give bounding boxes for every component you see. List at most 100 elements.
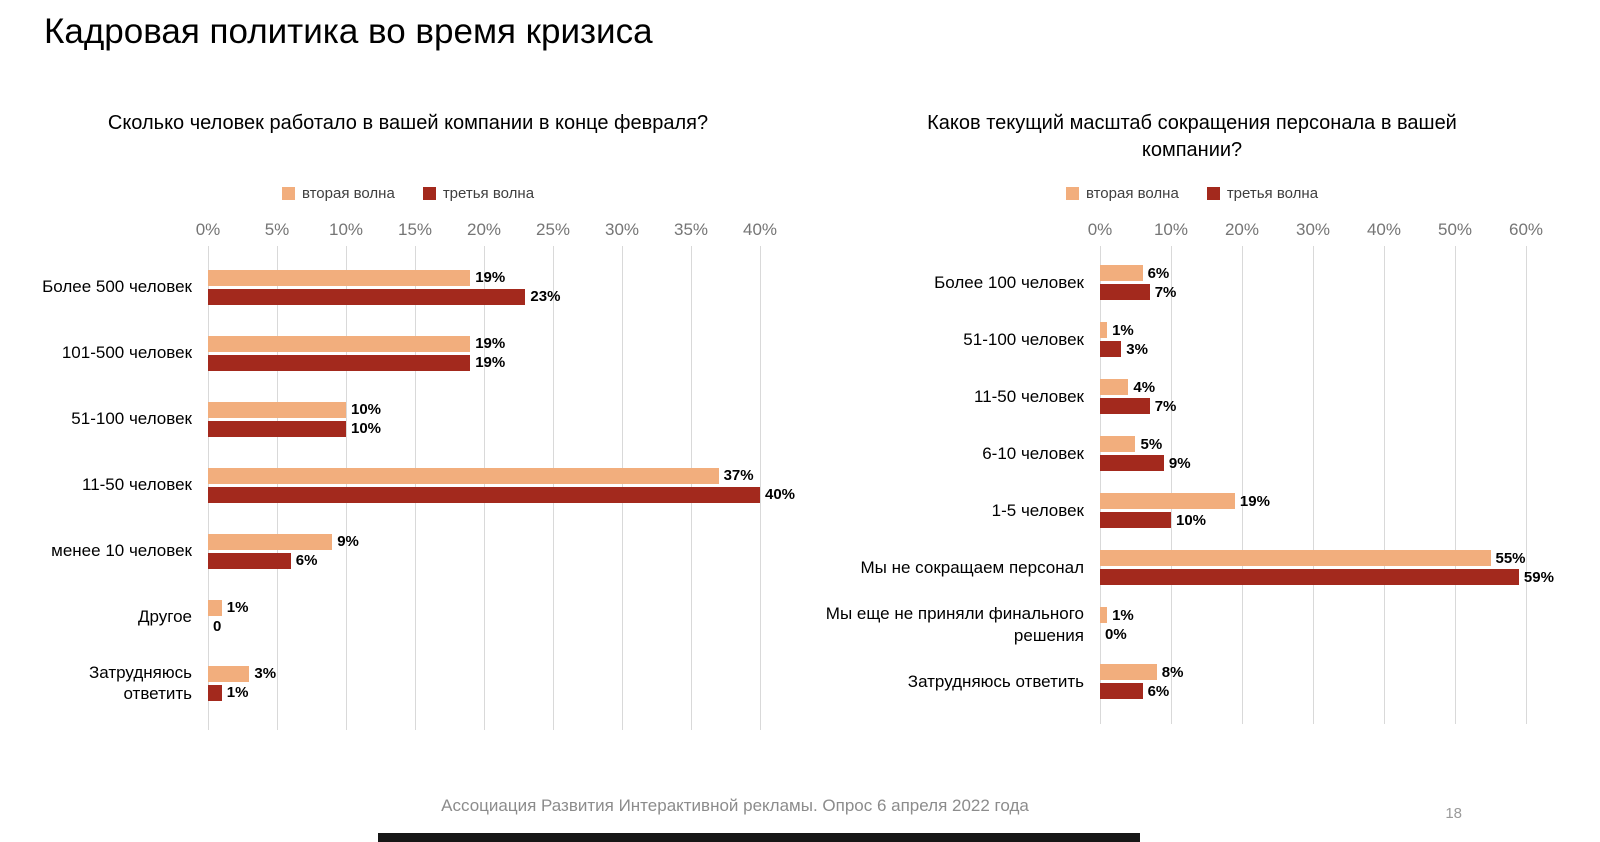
bar-group: 19% 23% <box>208 254 760 320</box>
bar-value-label: 40% <box>765 486 796 503</box>
bar-group: 55% 59% <box>1100 539 1554 596</box>
chart-row: 11-50 человек 37% 40% <box>16 452 800 518</box>
bar-third-wave <box>208 288 526 305</box>
bar-second-wave <box>1100 265 1143 281</box>
category-label: Мы еще не приняли финального решения <box>825 604 1084 645</box>
bar-line: 19% <box>208 334 760 353</box>
bar-line: 0 <box>208 617 760 636</box>
bar-group: 3% 1% <box>208 650 760 716</box>
bar-line: 1% <box>208 598 760 617</box>
gridline <box>760 246 761 730</box>
bar-third-wave <box>1100 341 1122 357</box>
axis-tick-label: 40% <box>1366 220 1401 239</box>
legend-label: вторая волна <box>1085 184 1179 202</box>
footer-text: Ассоциация Развития Интерактивной реклам… <box>441 796 1029 815</box>
bar-third-wave <box>208 684 222 701</box>
x-axis: 0% 5% 10% 15% 20% 25% 30% 35% 40% <box>196 214 777 246</box>
bar-second-wave <box>1100 379 1129 395</box>
category-label: менее 10 человек <box>51 541 192 561</box>
bar-value-label: 6% <box>1147 264 1170 282</box>
bar-line: 10% <box>208 400 760 419</box>
gridline <box>1526 246 1527 724</box>
bar-value-label: 37% <box>723 467 754 484</box>
chart-row: менее 10 человек 9% 6% <box>16 518 800 584</box>
legend-swatch-icon <box>1206 186 1220 200</box>
bar-second-wave <box>208 269 471 286</box>
bar-value-label: 59% <box>1523 568 1554 586</box>
bar-second-wave <box>208 335 471 352</box>
category-label: Другое <box>137 607 192 627</box>
category-label: Более 500 человек <box>42 277 192 297</box>
chart-row: 101-500 человек 19% 19% <box>16 320 800 386</box>
bar-value-label: 6% <box>295 552 318 569</box>
bar-value-label: 8% <box>1161 663 1184 681</box>
axis-tick-label: 35% <box>673 220 709 239</box>
chart-row: Более 500 человек 19% 23% <box>16 254 800 320</box>
bar-second-wave <box>208 533 333 550</box>
bar-value-label: 10% <box>351 420 382 437</box>
legend-item: вторая волна <box>281 184 395 202</box>
bar-third-wave <box>1100 569 1519 585</box>
category-label: 101-500 человек <box>61 343 192 363</box>
chart-staff-reduction: Каков текущий масштаб сокращения персона… <box>800 110 1584 730</box>
bar-line: 3% <box>208 664 760 683</box>
axis-tick-label: 10% <box>1153 220 1188 239</box>
bar-line: 59% <box>1100 568 1554 587</box>
bar-line: 19% <box>208 268 760 287</box>
chart-title: Каков текущий масштаб сокращения персона… <box>927 112 1457 161</box>
gridline <box>1170 246 1172 724</box>
bar-line: 40% <box>208 485 795 504</box>
bar-line: 9% <box>208 532 760 551</box>
axis-tick-label: 15% <box>397 220 433 239</box>
bar-third-wave <box>1100 398 1150 414</box>
gridline <box>1383 246 1385 724</box>
axis-tick-label: 30% <box>604 220 640 239</box>
bottom-bar <box>378 833 1140 842</box>
bar-group: 9% 6% <box>208 518 760 584</box>
bar-line: 19% <box>208 353 760 372</box>
chart-row: Другое 1% 0 <box>16 584 800 650</box>
bar-second-wave <box>1100 493 1235 509</box>
bar-third-wave <box>208 420 346 437</box>
chart-row: Мы еще не приняли финального решения 1% 0% <box>800 596 1584 653</box>
legend: вторая волна третья волна <box>800 182 1584 204</box>
category-label: 51-100 человек <box>71 409 192 429</box>
gridline <box>1241 246 1243 724</box>
category-label: 6-10 человек <box>982 443 1084 463</box>
bar-value-label: 1% <box>226 684 249 701</box>
axis-tick-label: 20% <box>466 220 502 239</box>
chart-row: 51-100 человек 1% 3% <box>800 311 1584 368</box>
category-label: 51-100 человек <box>963 329 1084 349</box>
bar-third-wave <box>208 552 291 569</box>
bar-third-wave <box>1100 284 1150 300</box>
legend-label: вторая волна <box>301 184 395 202</box>
chart-row: 6-10 человек 5% 9% <box>800 425 1584 482</box>
bar-value-label: 1% <box>1112 606 1134 624</box>
legend-item: вторая волна <box>1065 184 1179 202</box>
bar-second-wave <box>208 665 250 682</box>
bar-line: 10% <box>1100 511 1526 530</box>
bar-line: 9% <box>1100 454 1526 473</box>
bar-line: 19% <box>1100 492 1526 511</box>
chart-row: 51-100 человек 10% 10% <box>16 386 800 452</box>
bar-value-label: 5% <box>1140 435 1163 453</box>
bar-third-wave <box>208 354 471 371</box>
bar-value-label: 9% <box>1168 454 1191 472</box>
chart-row: Затрудняюсь ответить 8% 6% <box>800 653 1584 710</box>
legend: вторая волна третья волна <box>16 182 800 204</box>
bar-value-label: 0% <box>1105 625 1127 643</box>
bar-second-wave <box>1100 664 1157 680</box>
axis-tick-label: 30% <box>1295 220 1331 239</box>
legend-swatch-icon <box>281 186 295 200</box>
axis-tick-label: 25% <box>535 220 571 239</box>
bar-value-label: 19% <box>475 335 506 352</box>
chart-company-size: Сколько человек работало в вашей компани… <box>16 110 800 730</box>
bar-group: 1% 0% <box>1100 596 1526 653</box>
bar-group: 19% 19% <box>208 320 760 386</box>
bar-line: 55% <box>1100 549 1526 568</box>
bar-line: 37% <box>208 466 760 485</box>
category-label: 11-50 человек <box>974 386 1084 406</box>
category-label: 1-5 человек <box>991 500 1084 520</box>
bar-second-wave <box>1100 436 1136 452</box>
